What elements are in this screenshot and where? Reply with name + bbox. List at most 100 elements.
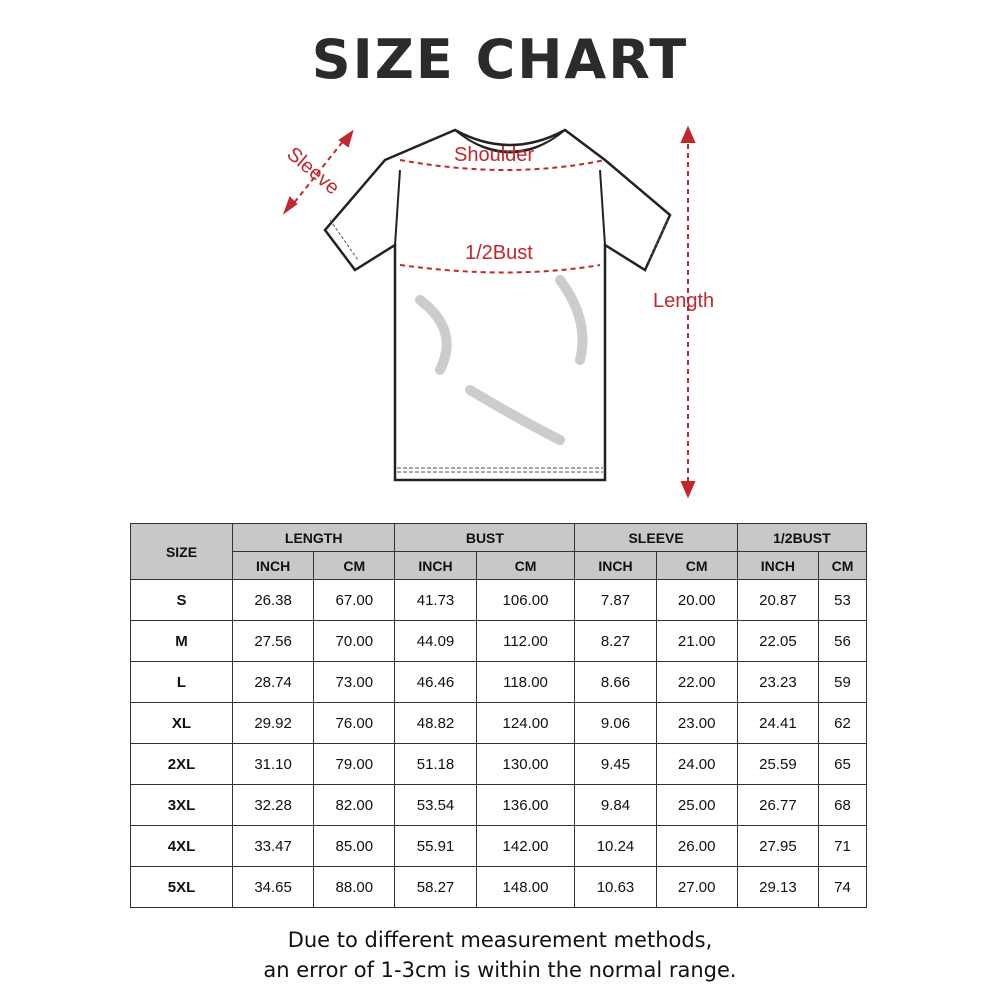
value-cell: 62 [818, 702, 867, 744]
value-cell: 23.23 [736, 661, 820, 703]
value-cell: 26.38 [231, 579, 315, 621]
value-cell: 76.00 [313, 702, 396, 744]
value-cell: 48.82 [394, 702, 477, 744]
value-cell: 27.00 [655, 866, 738, 908]
value-cell: 31.10 [231, 743, 315, 785]
unit-header: INCH [231, 551, 315, 580]
table-row: XL 29.92 76.00 48.82 124.00 9.06 23.00 24.41 62 [130, 702, 867, 744]
value-cell: 51.18 [394, 743, 477, 785]
unit-header: INCH [736, 551, 820, 580]
table-row: 4XL 33.47 85.00 55.91 142.00 10.24 26.00 27.95 7… [130, 825, 867, 867]
value-cell: 28.74 [231, 661, 315, 703]
value-cell: 7.87 [574, 579, 657, 621]
value-cell: 29.13 [736, 866, 820, 908]
value-cell: 70.00 [313, 620, 396, 662]
value-cell: 8.27 [574, 620, 657, 662]
value-cell: 85.00 [313, 825, 396, 867]
value-cell: 74 [818, 866, 867, 908]
value-cell: 9.06 [574, 702, 657, 744]
table-row: 3XL 32.28 82.00 53.54 136.00 9.84 25.00 26.77 68 [130, 784, 867, 826]
size-cell: 5XL [130, 866, 233, 908]
value-cell: 24.41 [736, 702, 820, 744]
unit-header: INCH [574, 551, 657, 580]
size-cell: S [130, 579, 233, 621]
note-line-2: an error of 1-3cm is within the normal r… [263, 958, 737, 982]
value-cell: 8.66 [574, 661, 657, 703]
table-row: M 27.56 70.00 44.09 112.00 8.27 21.00 22.05 56 [130, 620, 867, 662]
value-cell: 10.24 [574, 825, 657, 867]
group-header: 1/2BUST [736, 523, 868, 552]
value-cell: 118.00 [475, 661, 576, 703]
value-cell: 34.65 [231, 866, 315, 908]
value-cell: 44.09 [394, 620, 477, 662]
value-cell: 68 [818, 784, 867, 826]
unit-header: CM [475, 551, 576, 580]
value-cell: 124.00 [475, 702, 576, 744]
value-cell: 24.00 [655, 743, 738, 785]
shoulder-label: Shoulder [454, 144, 535, 166]
value-cell: 79.00 [313, 743, 396, 785]
value-cell: 22.00 [655, 661, 738, 703]
unit-header: CM [818, 551, 867, 580]
value-cell: 65 [818, 743, 867, 785]
value-cell: 33.47 [231, 825, 315, 867]
group-header: LENGTH [231, 523, 396, 552]
tshirt-illustration [282, 125, 696, 499]
size-cell: 3XL [130, 784, 233, 826]
value-cell: 27.95 [736, 825, 820, 867]
value-cell: 20.87 [736, 579, 820, 621]
length-label: Length [653, 290, 715, 312]
value-cell: 41.73 [394, 579, 477, 621]
value-cell: 20.00 [655, 579, 738, 621]
size-cell: XL [130, 702, 233, 744]
measurement-note: Due to different measurement methods, an… [0, 925, 1000, 985]
table-row: 2XL 31.10 79.00 51.18 130.00 9.45 24.00 25.59 65 [130, 743, 867, 785]
note-line-1: Due to different measurement methods, [287, 928, 713, 952]
value-cell: 106.00 [475, 579, 576, 621]
page-title: SIZE CHART [311, 28, 689, 91]
unit-header: CM [313, 551, 396, 580]
half-bust-label: 1/2Bust [465, 242, 533, 264]
value-cell: 55.91 [394, 825, 477, 867]
value-cell: 112.00 [475, 620, 576, 662]
value-cell: 82.00 [313, 784, 396, 826]
value-cell: 26.77 [736, 784, 820, 826]
value-cell: 25.59 [736, 743, 820, 785]
group-header: SLEEVE [574, 523, 738, 552]
header-row-groups: SIZE LENGTH BUST SLEEVE 1/2BUST [130, 523, 868, 580]
table-row: 5XL 34.65 88.00 58.27 148.00 10.63 27.00 29.13 7… [130, 866, 867, 908]
header-row-units: INCH CM INCH CM INCH CM INCH CM [131, 551, 867, 580]
value-cell: 88.00 [313, 866, 396, 908]
value-cell: 56 [818, 620, 867, 662]
size-cell: 2XL [130, 743, 233, 785]
value-cell: 67.00 [313, 579, 396, 621]
value-cell: 26.00 [655, 825, 738, 867]
unit-header: INCH [394, 551, 477, 580]
value-cell: 142.00 [475, 825, 576, 867]
value-cell: 130.00 [475, 743, 576, 785]
value-cell: 9.45 [574, 743, 657, 785]
value-cell: 53 [818, 579, 867, 621]
size-table: SIZE LENGTH BUST SLEEVE 1/2BUST INCH CM … [130, 523, 868, 908]
table-row: S 26.38 67.00 41.73 106.00 7.87 20.00 20.87 53 [130, 579, 867, 621]
value-cell: 58.27 [394, 866, 477, 908]
value-cell: 25.00 [655, 784, 738, 826]
unit-header: CM [655, 551, 738, 580]
value-cell: 46.46 [394, 661, 477, 703]
value-cell: 136.00 [475, 784, 576, 826]
value-cell: 9.84 [574, 784, 657, 826]
value-cell: 27.56 [231, 620, 315, 662]
value-cell: 23.00 [655, 702, 738, 744]
value-cell: 59 [818, 661, 867, 703]
value-cell: 53.54 [394, 784, 477, 826]
size-header: SIZE [130, 523, 233, 580]
size-cell: 4XL [130, 825, 233, 867]
table-row: L 28.74 73.00 46.46 118.00 8.66 22.00 23.23 59 [130, 661, 867, 703]
value-cell: 21.00 [655, 620, 738, 662]
value-cell: 73.00 [313, 661, 396, 703]
value-cell: 10.63 [574, 866, 657, 908]
value-cell: 148.00 [475, 866, 576, 908]
size-cell: L [130, 661, 233, 703]
tshirt-diagram: Sleeve Shoulder 1/2Bust Length [260, 120, 740, 505]
value-cell: 29.92 [231, 702, 315, 744]
